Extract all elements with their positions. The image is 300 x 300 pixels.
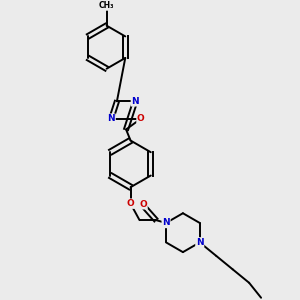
Text: CH₃: CH₃ xyxy=(99,1,114,10)
Text: O: O xyxy=(139,200,147,209)
Text: N: N xyxy=(107,114,115,123)
Text: N: N xyxy=(196,238,204,247)
Text: O: O xyxy=(127,199,134,208)
Text: N: N xyxy=(162,218,170,227)
Text: N: N xyxy=(131,97,139,106)
Text: O: O xyxy=(137,114,145,123)
